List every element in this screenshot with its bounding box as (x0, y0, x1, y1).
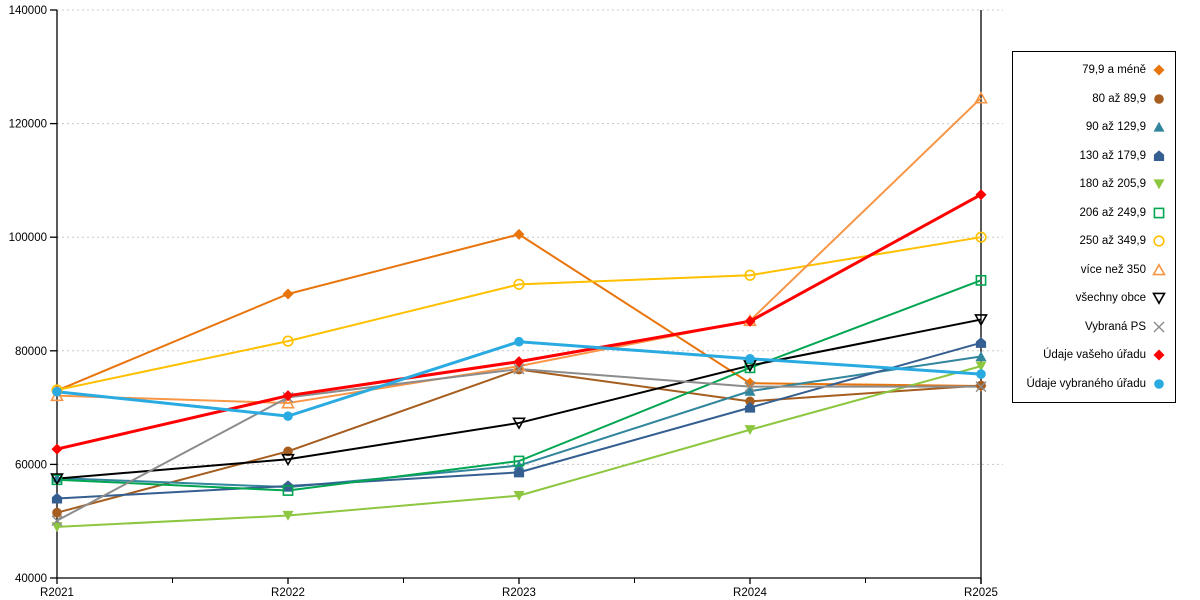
legend-item: 206 až 249,9 (1017, 205, 1167, 221)
legend-item: všechny obce (1017, 290, 1167, 306)
legend-marker-icon (1153, 349, 1165, 361)
series-line (56, 318, 982, 480)
legend: 79,9 a méně 80 až 89,9 90 až 129,9 130 až 1… (1012, 51, 1176, 403)
x-tick-label: R2022 (271, 587, 305, 599)
legend-item: Údaje vašeho úřadu (1017, 347, 1167, 363)
legend-item-label: Vybraná PS (1085, 320, 1146, 333)
series-markers (50, 314, 988, 486)
legend-item-label: více než 350 (1080, 263, 1146, 276)
series-markers (51, 337, 987, 504)
legend-marker-icon (1152, 262, 1166, 276)
legend-item-label: 180 až 205,9 (1079, 178, 1146, 191)
y-axis-ticks: 40000 60000 80000 100000 120000 140000 (9, 5, 57, 585)
legend-marker-icon (1153, 207, 1165, 219)
y-tick-label: 100000 (9, 232, 47, 244)
legend-item-label: Údaje vybraného úřadu (1026, 377, 1146, 390)
series-markers (51, 231, 987, 396)
legend-item: 80 až 89,9 (1017, 91, 1167, 107)
legend-item: 180 až 205,9 (1017, 176, 1167, 192)
gridlines (57, 9, 1003, 465)
legend-marker-icon (1153, 64, 1165, 76)
legend-item: více než 350 (1017, 262, 1167, 278)
legend-item: 79,9 a méně (1017, 62, 1167, 78)
legend-item: Údaje vybraného úřadu (1017, 376, 1167, 392)
y-tick-label: 40000 (15, 573, 47, 585)
legend-marker-icon (1153, 179, 1165, 190)
legend-marker-icon (1153, 321, 1165, 333)
legend-item-label: 80 až 89,9 (1092, 92, 1146, 105)
y-tick-label: 80000 (15, 346, 47, 358)
legend-marker-icon (1152, 292, 1166, 306)
legend-item-label: 90 až 129,9 (1085, 121, 1146, 134)
legend-item-label: 206 až 249,9 (1079, 206, 1146, 219)
series-markers (51, 189, 987, 455)
legend-item-label: 130 až 179,9 (1079, 149, 1146, 162)
legend-item: Vybraná PS (1017, 319, 1167, 335)
y-tick-label: 120000 (9, 119, 47, 131)
legend-marker-icon (1153, 150, 1165, 161)
legend-marker-icon (1153, 235, 1165, 247)
legend-item-label: všechny obce (1075, 292, 1146, 305)
series-markers (51, 361, 987, 533)
legend-item: 250 až 349,9 (1017, 233, 1167, 249)
legend-item-label: 79,9 a méně (1082, 64, 1146, 77)
x-tick-label: R2025 (964, 587, 998, 599)
legend-marker-icon (1154, 378, 1164, 389)
legend-item: 90 až 129,9 (1017, 119, 1167, 135)
x-axis-ticks: R2021 R2022 R2023 R2024 R2025 (40, 578, 998, 599)
y-tick-label: 60000 (15, 459, 47, 471)
series-markers (51, 363, 987, 527)
series-markers (52, 336, 986, 421)
x-tick-label: R2024 (733, 587, 767, 599)
x-tick-label: R2021 (40, 587, 74, 599)
legend-marker-icon (1153, 122, 1165, 132)
y-tick-label: 140000 (9, 5, 47, 17)
legend-item-label: 250 až 349,9 (1079, 235, 1146, 248)
legend-marker-icon (1154, 93, 1164, 104)
x-tick-label: R2023 (502, 587, 536, 599)
series-line (56, 279, 982, 492)
series-line (56, 236, 982, 391)
legend-item-label: Údaje vašeho úřadu (1043, 349, 1146, 362)
legend-item: 130 až 179,9 (1017, 148, 1167, 164)
